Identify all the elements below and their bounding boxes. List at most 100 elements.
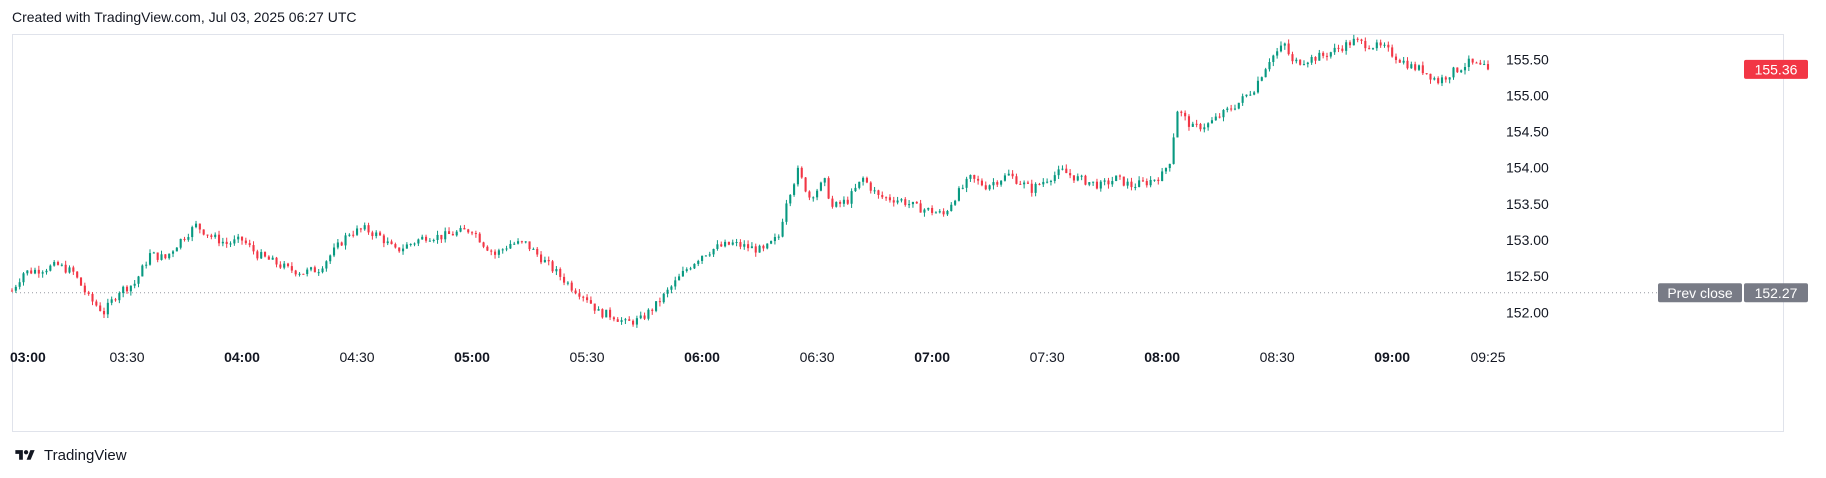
candle-body xyxy=(72,267,75,272)
candle-body xyxy=(275,257,278,265)
candle-body xyxy=(444,231,447,240)
candle-body xyxy=(1076,176,1079,181)
candle-body xyxy=(720,244,723,247)
candle-body xyxy=(486,246,489,251)
candle-body xyxy=(896,200,899,203)
candle-body xyxy=(593,303,596,311)
chart-frame[interactable] xyxy=(12,34,1784,432)
candle-body xyxy=(1486,64,1490,70)
candle-body xyxy=(1345,42,1348,51)
candle-body xyxy=(99,305,102,311)
candle-body xyxy=(1256,80,1260,93)
x-tick-10: 08:00 xyxy=(1144,349,1180,365)
candle-body xyxy=(1348,42,1352,46)
candle-body xyxy=(1341,48,1344,51)
candle-body xyxy=(1092,181,1095,183)
candle-body xyxy=(900,199,903,201)
candle-body xyxy=(931,207,934,213)
footer-brand[interactable]: TradingView xyxy=(12,447,127,464)
candle-body xyxy=(877,190,880,195)
candle-body xyxy=(605,309,608,318)
candle-body xyxy=(1138,180,1141,187)
candle-body xyxy=(1107,180,1110,185)
candle-body xyxy=(1302,64,1306,66)
candle-body xyxy=(766,243,769,249)
candle-body xyxy=(1214,116,1217,121)
candle-body xyxy=(279,264,282,268)
candle-body xyxy=(478,233,481,243)
candle-body xyxy=(1414,64,1417,70)
candle-body xyxy=(773,237,776,242)
candle-body xyxy=(1176,111,1179,138)
candle-body xyxy=(555,269,558,272)
candle-body xyxy=(1207,123,1210,128)
candle-body xyxy=(1448,77,1451,80)
candle-body xyxy=(417,239,420,244)
candle-body xyxy=(1130,181,1133,188)
candle-body xyxy=(1463,67,1467,71)
candle-body xyxy=(122,286,125,294)
candle-body xyxy=(1153,179,1156,181)
candle-body xyxy=(869,182,872,191)
candle-body xyxy=(816,190,819,198)
candle-body xyxy=(1360,39,1363,41)
candle-body xyxy=(965,178,968,188)
candle-body xyxy=(1222,109,1225,118)
candle-body xyxy=(923,209,926,213)
candle-body xyxy=(1126,181,1129,186)
candle-body xyxy=(1310,56,1313,63)
candle-body xyxy=(678,276,681,281)
candle-body xyxy=(221,241,224,244)
candle-body xyxy=(639,315,642,319)
candle-body xyxy=(409,243,412,245)
y-axis[interactable]: 152.00 152.50 153.00 153.50 154.00 154.50 155.… xyxy=(1506,51,1549,320)
tradingview-logo-icon xyxy=(15,450,35,460)
candle-body xyxy=(547,259,550,262)
candle-body xyxy=(1161,171,1164,182)
candle-body xyxy=(904,199,907,205)
candle-body xyxy=(1356,38,1359,40)
candle-body xyxy=(835,202,838,207)
candle-body xyxy=(1118,175,1122,177)
candle-body xyxy=(712,248,715,255)
candle-body xyxy=(1026,182,1030,184)
candle-body xyxy=(858,181,861,188)
candle-body xyxy=(290,266,293,271)
y-tick-2: 153.00 xyxy=(1506,232,1549,248)
x-tick-6: 06:00 xyxy=(684,349,720,365)
candle-body xyxy=(49,265,52,271)
candle-body xyxy=(1134,186,1137,188)
candle-body xyxy=(1387,44,1390,48)
candle-body xyxy=(1122,176,1125,186)
candle-body xyxy=(1237,102,1240,109)
candle-body xyxy=(263,252,267,257)
candle-body xyxy=(1272,55,1275,63)
chart-caption: Created with TradingView.com, Jul 03, 20… xyxy=(12,9,357,25)
candle-body xyxy=(1287,43,1290,55)
candle-body xyxy=(1111,181,1114,185)
candle-body xyxy=(915,201,918,204)
candle-body xyxy=(961,187,964,189)
candle-body xyxy=(1245,94,1248,97)
x-axis[interactable]: 03:00 03:30 04:00 04:30 05:00 05:30 06:00 06:30… xyxy=(10,349,1506,365)
candle-body xyxy=(674,280,677,287)
candle-body xyxy=(543,259,546,263)
candle-body xyxy=(716,244,719,249)
candle-body xyxy=(129,285,132,292)
y-tick-6: 155.00 xyxy=(1506,87,1549,103)
candle-body xyxy=(862,177,865,182)
candle-body xyxy=(306,269,309,275)
candle-body xyxy=(244,240,247,244)
candle-body xyxy=(885,197,888,199)
candle-body xyxy=(256,251,259,259)
candle-body xyxy=(727,241,730,245)
x-tick-9: 07:30 xyxy=(1030,349,1065,365)
candle-body xyxy=(1253,92,1256,95)
candle-body xyxy=(286,263,290,267)
candle-body xyxy=(137,276,140,284)
candle-body xyxy=(79,277,83,286)
x-tick-13: 09:25 xyxy=(1470,349,1505,365)
candle-body xyxy=(106,302,109,315)
candle-body xyxy=(1299,59,1302,65)
